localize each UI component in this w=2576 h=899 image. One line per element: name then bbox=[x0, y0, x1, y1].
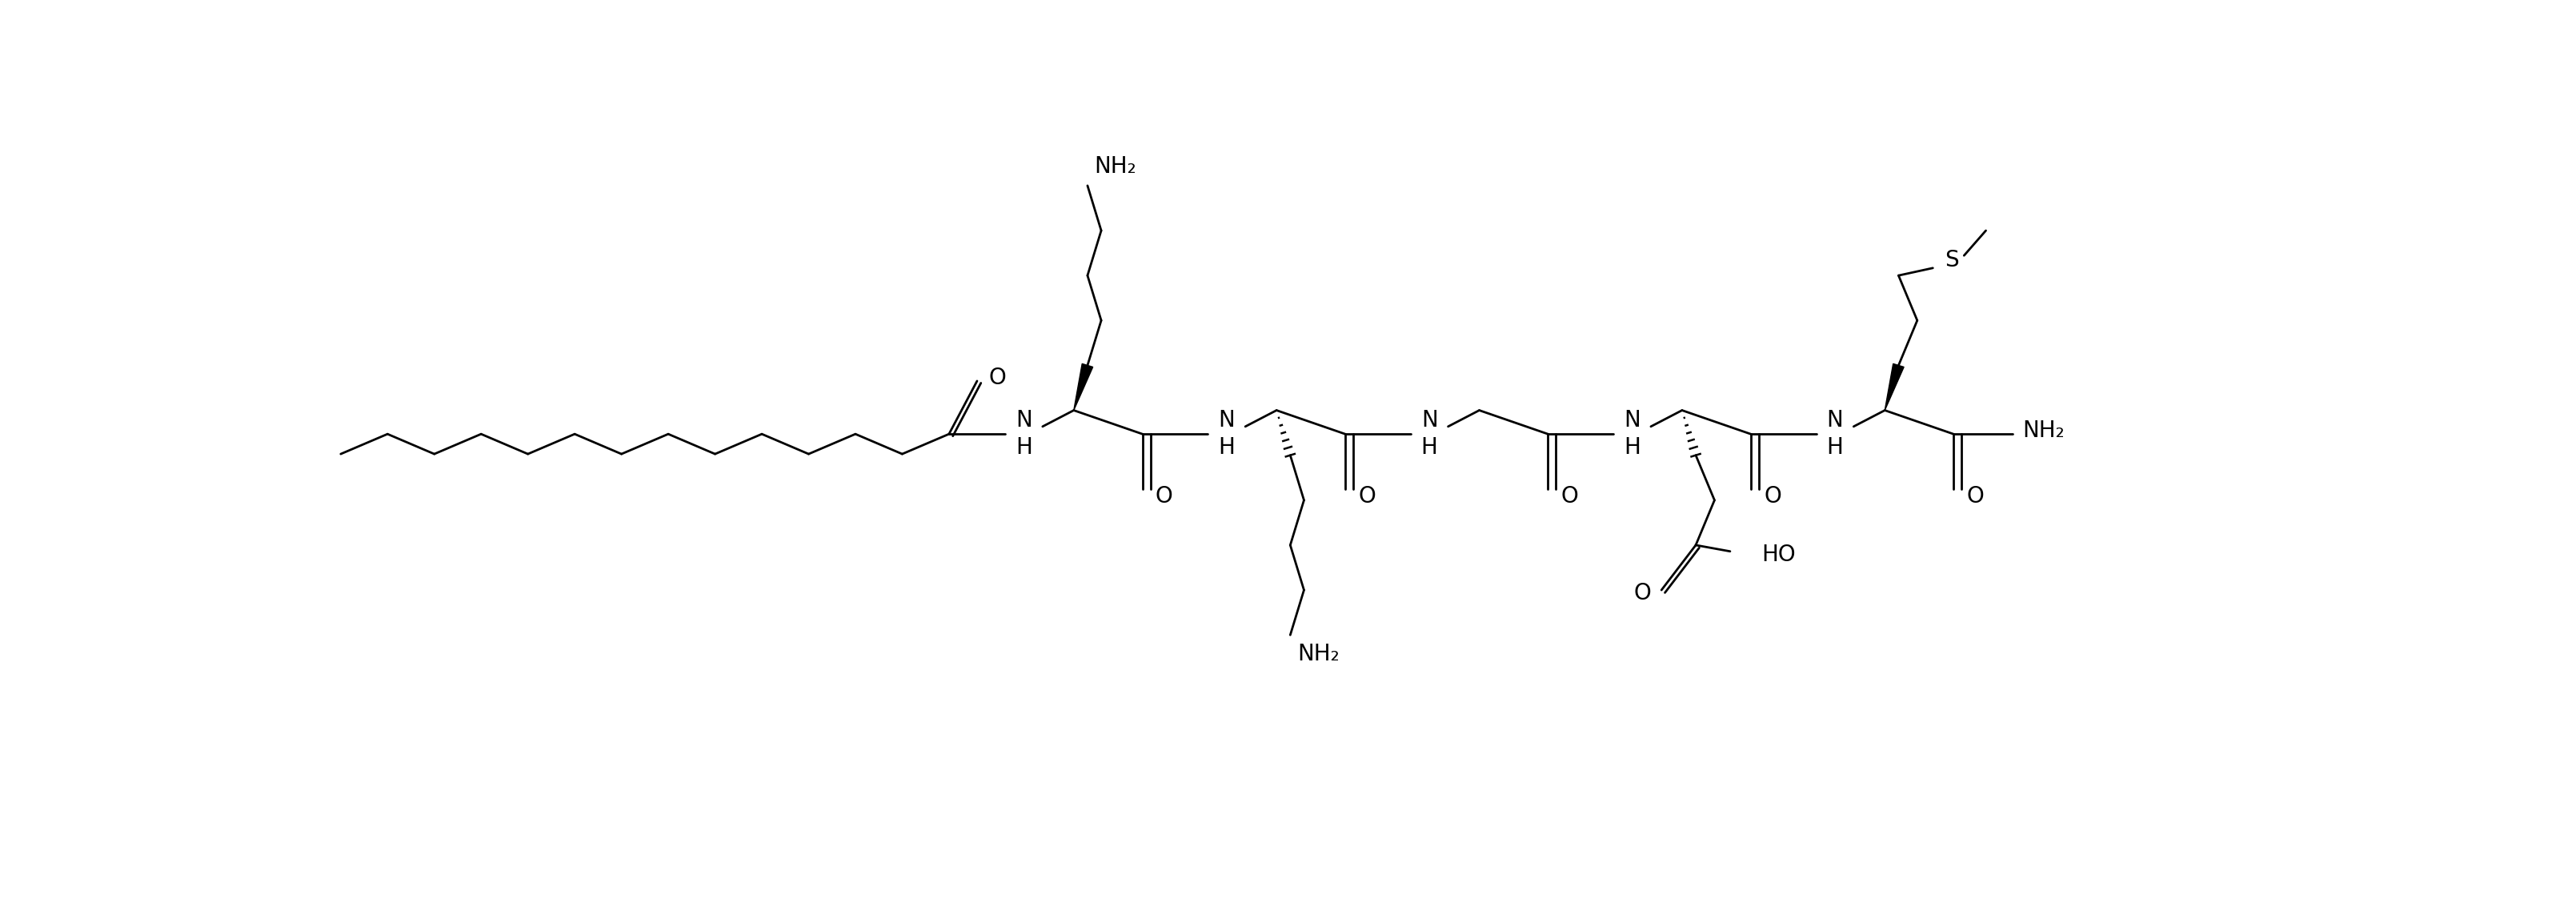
Text: H: H bbox=[1422, 437, 1437, 459]
Text: O: O bbox=[1561, 485, 1579, 508]
Text: NH₂: NH₂ bbox=[1095, 156, 1136, 178]
Text: H: H bbox=[1218, 437, 1234, 459]
Text: S: S bbox=[1945, 249, 1958, 271]
Text: O: O bbox=[1633, 582, 1651, 604]
Text: O: O bbox=[1358, 485, 1376, 508]
Text: N: N bbox=[1826, 409, 1844, 432]
Text: N: N bbox=[1218, 409, 1234, 432]
Text: O: O bbox=[1765, 485, 1780, 508]
Text: O: O bbox=[1157, 485, 1172, 508]
Text: H: H bbox=[1015, 437, 1033, 459]
Text: N: N bbox=[1015, 409, 1033, 432]
Text: NH₂: NH₂ bbox=[2022, 420, 2066, 442]
Text: O: O bbox=[989, 367, 1005, 389]
Polygon shape bbox=[1074, 364, 1092, 410]
Text: O: O bbox=[1965, 485, 1984, 508]
Text: NH₂: NH₂ bbox=[1298, 643, 1340, 665]
Text: HO: HO bbox=[1762, 543, 1795, 565]
Text: H: H bbox=[1623, 437, 1641, 459]
Text: H: H bbox=[1826, 437, 1844, 459]
Text: N: N bbox=[1623, 409, 1641, 432]
Polygon shape bbox=[1886, 364, 1904, 410]
Text: N: N bbox=[1422, 409, 1437, 432]
